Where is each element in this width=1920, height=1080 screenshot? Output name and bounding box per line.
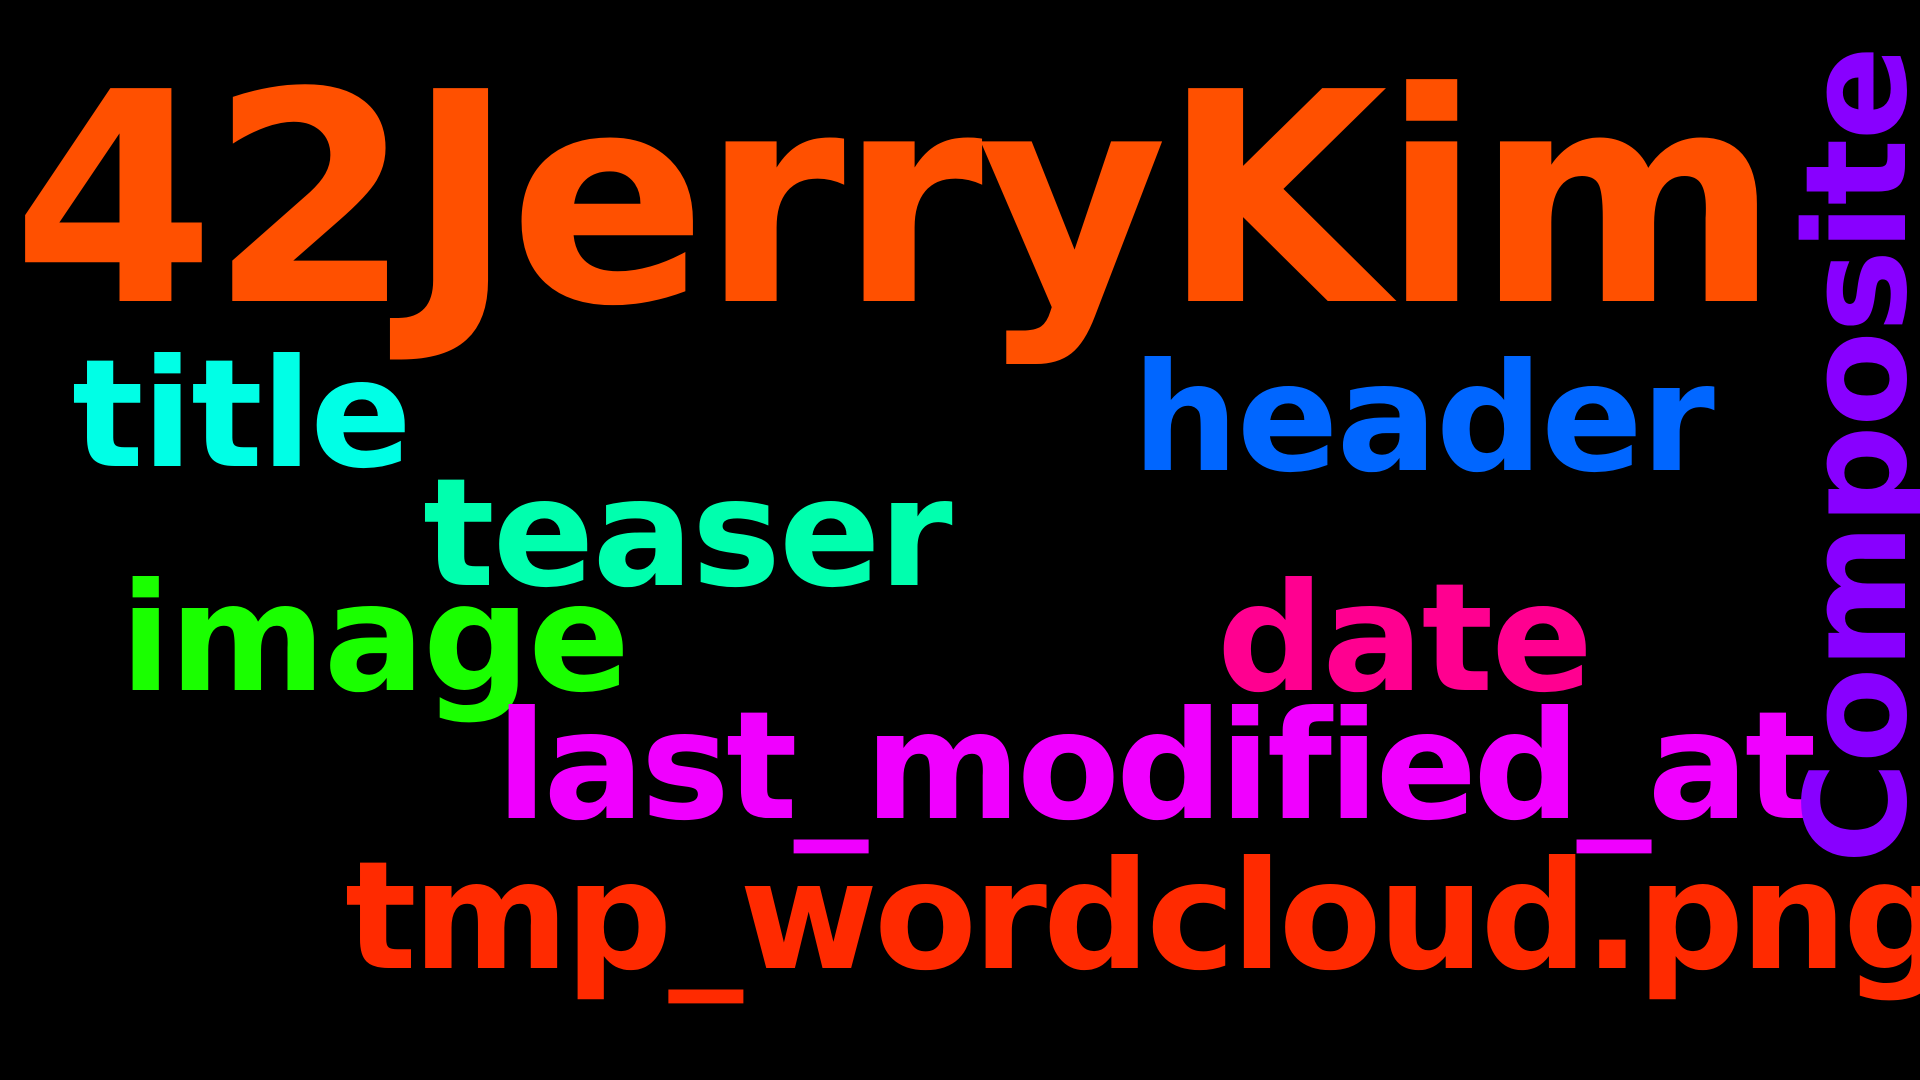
word-image: image [120, 552, 630, 726]
word-teaser: teaser [423, 447, 953, 621]
word-42jerrykim: 42JerryKim [12, 30, 1780, 370]
word-header: header [1132, 332, 1715, 506]
word-last-modified-at: last_modified_at [496, 680, 1816, 854]
word-date: date [1217, 552, 1593, 726]
word-title: title [72, 328, 412, 502]
word-composite: Composite [1776, 47, 1920, 864]
word-tmp-wordcloud-png: tmp_wordcloud.png [345, 830, 1920, 1004]
